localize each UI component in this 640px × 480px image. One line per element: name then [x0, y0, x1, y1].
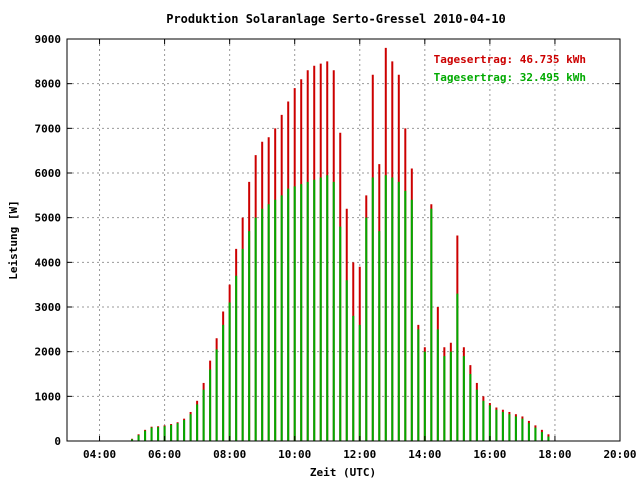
legend-total-green: Tagesertrag: 32.495 kWh	[434, 71, 586, 84]
x-tick-label: 16:00	[473, 448, 506, 461]
x-tick-label: 04:00	[83, 448, 116, 461]
y-tick-label: 7000	[35, 122, 62, 135]
y-tick-label: 2000	[35, 346, 62, 359]
y-tick-label: 3000	[35, 301, 62, 314]
y-tick-label: 6000	[35, 167, 62, 180]
bars	[131, 47, 550, 441]
x-tick-label: 12:00	[343, 448, 376, 461]
x-tick-label: 20:00	[603, 448, 636, 461]
x-tick-label: 08:00	[213, 448, 246, 461]
y-tick-label: 1000	[35, 390, 62, 403]
y-axis-label: Leistung [W]	[7, 200, 20, 279]
plot-area	[67, 39, 620, 441]
plot-frame	[66, 38, 621, 442]
x-axis-label: Zeit (UTC)	[310, 466, 376, 479]
y-tick-label: 5000	[35, 212, 62, 225]
legend-total-red: Tagesertrag: 46.735 kWh	[434, 53, 586, 66]
y-tick-label: 0	[54, 435, 61, 448]
y-tick-label: 9000	[35, 33, 62, 46]
chart-title: Produktion Solaranlage Serto-Gressel 201…	[166, 12, 506, 26]
y-tick-label: 8000	[35, 78, 62, 91]
ticks: 0 1000 2000 3000 4000 5000 6000 7000 8000 9000 04:…	[35, 33, 637, 461]
y-tick-label: 4000	[35, 256, 62, 269]
x-tick-label: 10:00	[278, 448, 311, 461]
x-tick-label: 18:00	[538, 448, 571, 461]
x-tick-label: 06:00	[148, 448, 181, 461]
x-tick-label: 14:00	[408, 448, 441, 461]
